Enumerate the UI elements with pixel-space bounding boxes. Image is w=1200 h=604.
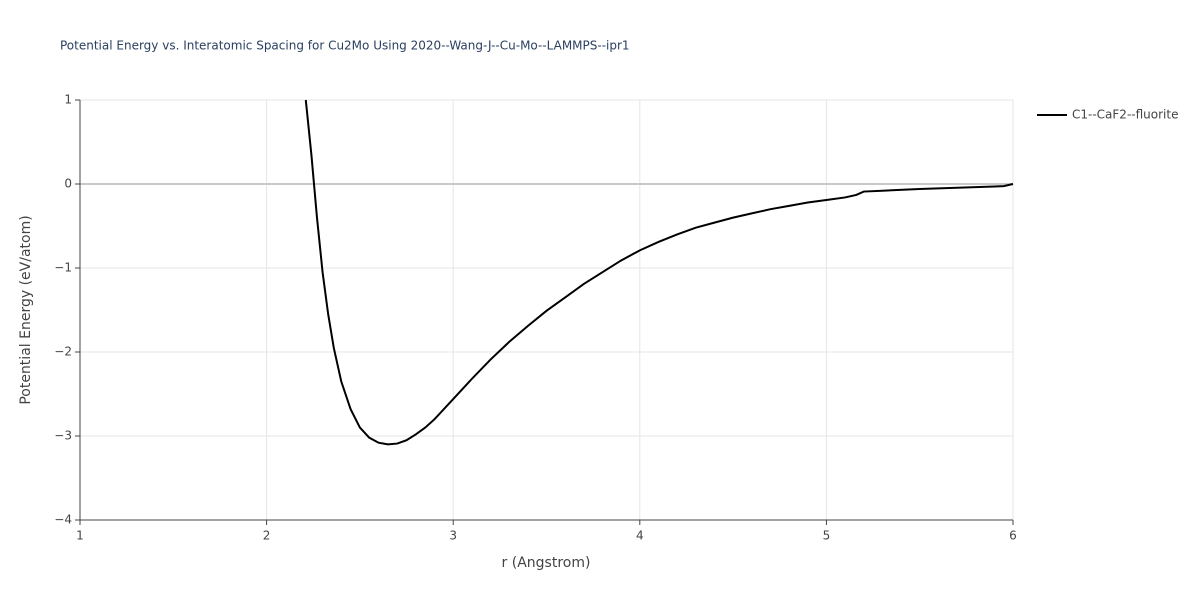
y-axis-label: Potential Energy (eV/atom) [18, 215, 34, 404]
x-tick-label: 4 [636, 529, 644, 543]
x-axis-label: r (Angstrom) [502, 555, 591, 571]
chart-title: Potential Energy vs. Interatomic Spacing… [60, 39, 630, 53]
y-tick-label: −1 [54, 261, 72, 275]
y-tick-label: −3 [54, 429, 72, 443]
legend-label: C1--CaF2--fluorite [1072, 108, 1178, 122]
data-line [304, 99, 1014, 446]
y-tick-label: −2 [54, 345, 72, 359]
x-tick-label: 5 [823, 529, 831, 543]
x-tick-label: 2 [263, 529, 271, 543]
y-tick-label: 1 [64, 93, 72, 107]
y-tick-label: −4 [54, 513, 72, 527]
x-tick-label: 1 [76, 529, 84, 543]
x-tick-label: 3 [449, 529, 457, 543]
y-tick-label: 0 [64, 177, 72, 191]
x-tick-label: 6 [1009, 529, 1017, 543]
